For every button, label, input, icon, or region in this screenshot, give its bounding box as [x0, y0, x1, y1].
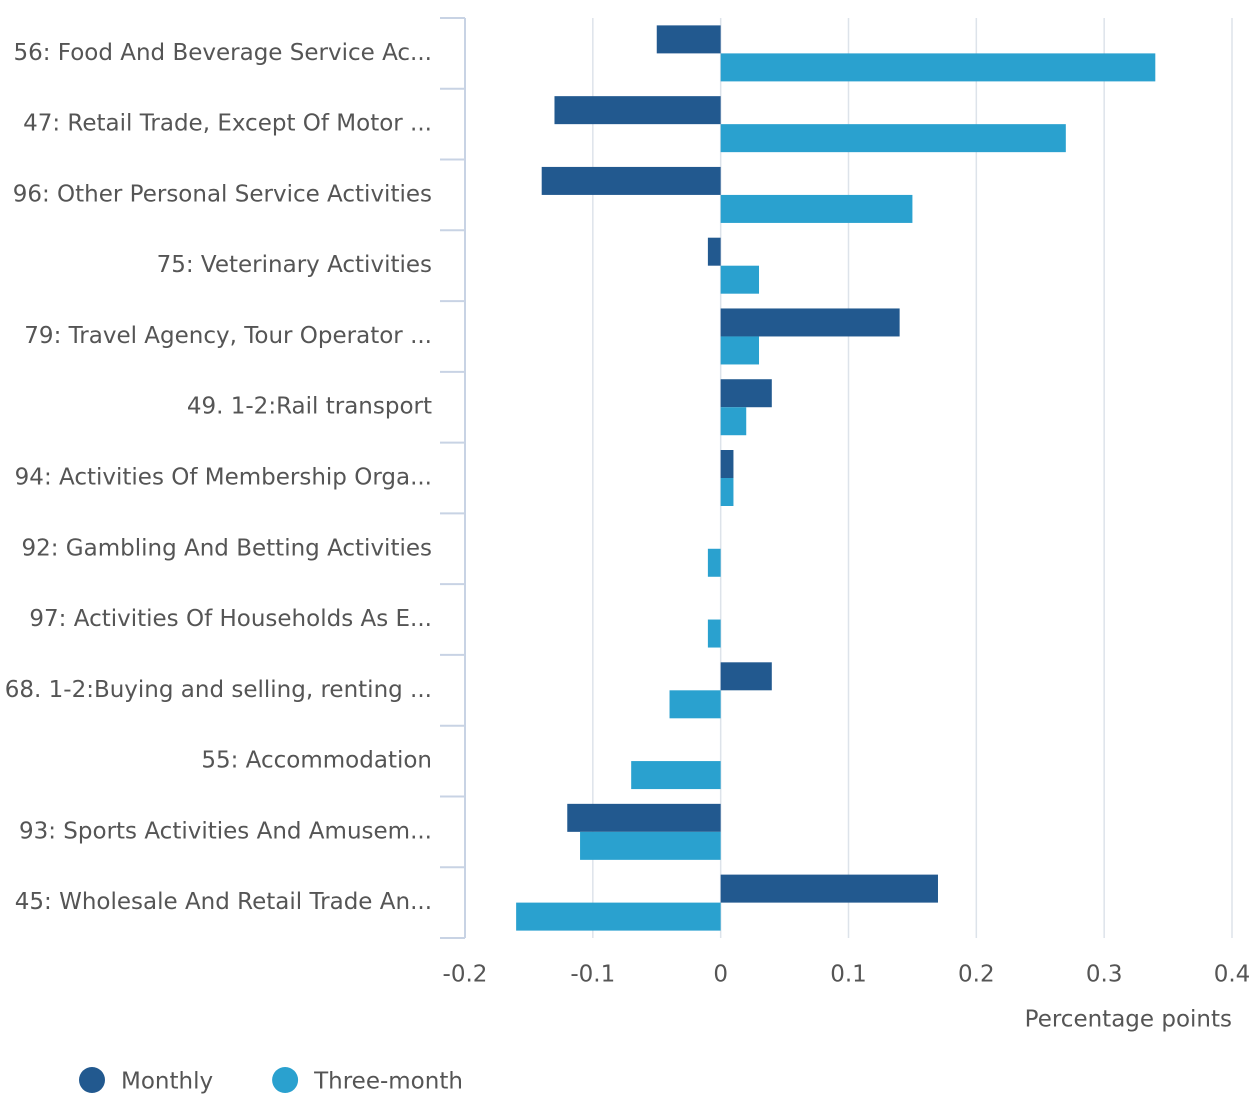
legend-marker: [79, 1067, 105, 1093]
bar: [720, 194, 913, 223]
y-tick-label: 56: Food And Beverage Service Ac...: [13, 40, 432, 66]
bar: [720, 379, 772, 408]
bar: [720, 662, 772, 691]
legend-marker: [272, 1067, 299, 1093]
bar: [656, 25, 721, 54]
bar: [669, 690, 721, 719]
bar: [516, 902, 721, 931]
x-tick-label: 0.2: [958, 962, 995, 988]
bar: [720, 124, 1066, 153]
x-tick-label: -0.2: [443, 962, 488, 988]
x-tick-label: 0.1: [830, 962, 867, 988]
bar: [541, 166, 721, 195]
y-tick-label: 94: Activities Of Membership Orga...: [15, 465, 432, 491]
bar: [720, 450, 734, 478]
bar: [720, 265, 760, 294]
y-tick-label: 75: Veterinary Activities: [157, 252, 432, 278]
bar: [720, 336, 760, 365]
x-tick-label: -0.1: [570, 962, 615, 988]
bar: [720, 874, 938, 903]
bar: [580, 831, 721, 860]
bar: [631, 761, 721, 790]
bar: [707, 237, 721, 266]
x-axis-title: Percentage points: [1025, 1007, 1232, 1033]
bar: [567, 803, 721, 832]
y-tick-label: 47: Retail Trade, Except Of Motor ...: [23, 111, 432, 137]
y-tick-label: 97: Activities Of Households As E...: [29, 606, 432, 632]
y-tick-label: 93: Sports Activities And Amusem...: [19, 818, 432, 844]
bar: [720, 308, 900, 337]
y-tick-label: 68. 1-2:Buying and selling, renting ...: [5, 677, 432, 703]
legend-label: Monthly: [121, 1069, 213, 1095]
x-tick-label: 0: [713, 962, 728, 988]
x-tick-label: 0.3: [1086, 962, 1123, 988]
bar: [720, 407, 747, 436]
bar: [707, 548, 721, 577]
x-tick-label: 0.4: [1214, 962, 1251, 988]
bar: [720, 478, 734, 506]
y-tick-label: 96: Other Personal Service Activities: [13, 181, 432, 207]
bar: [554, 96, 721, 125]
y-tick-label: 49. 1-2:Rail transport: [187, 394, 432, 420]
y-tick-label: 79: Travel Agency, Tour Operator ...: [24, 323, 432, 349]
y-tick-label: 92: Gambling And Betting Activities: [21, 535, 432, 561]
legend-label: Three-month: [313, 1069, 463, 1095]
y-tick-label: 55: Accommodation: [201, 748, 432, 774]
bar: [720, 53, 1156, 82]
bar: [707, 619, 721, 648]
y-tick-label: 45: Wholesale And Retail Trade An...: [15, 889, 432, 915]
